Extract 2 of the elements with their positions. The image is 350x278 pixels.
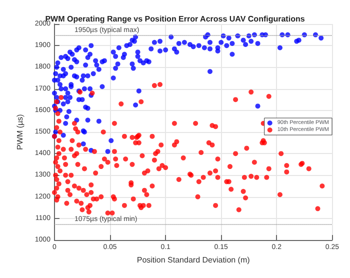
y-axis-title: PWM (µs) [16,114,24,150]
x-axis-title: Position Standard Deviation (m) [136,256,250,264]
